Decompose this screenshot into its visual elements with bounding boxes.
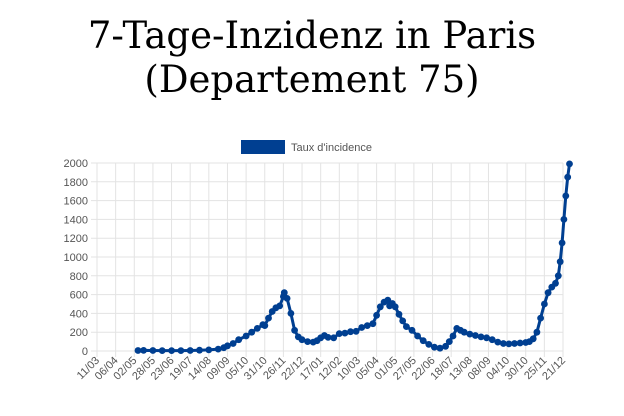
data-point: [408, 326, 416, 334]
data-point: [425, 341, 433, 348]
data-point: [466, 330, 474, 338]
data-point: [460, 328, 468, 336]
data-point: [558, 239, 566, 247]
y-tick-label: 2000: [64, 158, 88, 170]
data-point: [472, 332, 479, 339]
chart-title: 7-Tage-Inzidenz in Paris (Departement 75…: [0, 14, 624, 102]
data-point: [358, 324, 366, 331]
data-point: [516, 339, 524, 347]
data-point: [283, 295, 291, 302]
data-point: [253, 325, 261, 332]
data-point: [224, 342, 231, 350]
chart-title-line-1: 7-Tage-Inzidenz in Paris: [87, 14, 537, 57]
chart-title-line-2: (Departement 75): [144, 58, 480, 101]
data-point: [276, 302, 284, 310]
x-axis: 11/0306/0402/0528/0523/0619/0714/0809/09…: [75, 355, 568, 383]
data-point: [544, 289, 552, 297]
data-point: [445, 338, 453, 345]
y-tick-label: 200: [70, 327, 88, 339]
data-point: [205, 346, 213, 354]
data-point: [287, 310, 295, 317]
data-point: [483, 334, 490, 342]
data-point: [537, 314, 544, 322]
data-point: [214, 345, 222, 353]
data-point: [298, 336, 306, 344]
y-axis: 0 200 400 600 800 1000 1200 1400 1600 1800 2000: [64, 158, 88, 358]
legend-label: Taux d'incidence: [291, 142, 372, 154]
y-tick-label: 400: [70, 308, 88, 320]
data-point: [235, 336, 243, 344]
legend: Taux d'incidence: [241, 140, 372, 154]
data-point: [376, 303, 384, 311]
data-point: [391, 303, 399, 311]
data-point: [566, 160, 573, 168]
data-point: [560, 216, 568, 223]
data-point: [291, 326, 298, 334]
data-point: [554, 272, 562, 280]
data-point: [477, 333, 485, 341]
data-point: [242, 332, 250, 340]
data-point: [431, 343, 438, 351]
data-point: [552, 279, 559, 287]
data-point: [352, 327, 360, 335]
data-point: [403, 323, 410, 330]
data-point: [347, 328, 354, 336]
data-point: [168, 347, 176, 354]
y-tick-label: 1600: [64, 196, 88, 208]
data-point: [324, 334, 332, 341]
data-point: [363, 322, 371, 329]
legend-swatch: [241, 140, 285, 154]
series-taux-incidence: [134, 160, 573, 354]
y-tick-label: 800: [70, 271, 88, 283]
data-point: [500, 340, 507, 347]
data-point: [556, 258, 564, 266]
data-point: [533, 328, 541, 336]
data-point: [488, 336, 496, 344]
data-point: [248, 328, 256, 336]
data-point: [335, 330, 343, 337]
data-point: [177, 347, 185, 354]
y-tick-label: 0: [82, 346, 88, 358]
data-point: [564, 173, 572, 181]
data-point: [399, 317, 407, 325]
data-point: [541, 300, 548, 308]
data-point: [280, 289, 288, 297]
data-point: [562, 192, 570, 200]
data-point: [261, 322, 269, 329]
data-point: [341, 329, 349, 337]
data-point: [414, 332, 421, 340]
data-point: [511, 340, 518, 347]
data-point: [449, 332, 457, 340]
data-point: [330, 334, 338, 342]
data-point: [373, 311, 380, 319]
data-point: [304, 338, 311, 345]
data-point: [505, 340, 513, 348]
data-point: [149, 347, 157, 354]
data-point: [529, 335, 537, 343]
data-point: [494, 338, 502, 346]
data-point: [196, 346, 203, 354]
data-point: [186, 347, 194, 354]
y-tick-label: 1200: [64, 233, 88, 245]
data-point: [419, 337, 427, 345]
data-point: [265, 314, 272, 322]
grid: [91, 162, 564, 357]
y-tick-label: 1000: [64, 252, 88, 264]
data-point: [442, 342, 449, 350]
data-point: [395, 310, 403, 318]
data-point: [140, 347, 148, 354]
data-point: [436, 344, 444, 352]
data-point: [134, 347, 142, 354]
data-point: [369, 320, 377, 328]
y-tick-label: 1800: [64, 177, 88, 189]
y-tick-label: 1400: [64, 214, 88, 226]
data-point: [229, 340, 237, 347]
data-point: [158, 347, 166, 354]
y-tick-label: 600: [70, 290, 88, 302]
